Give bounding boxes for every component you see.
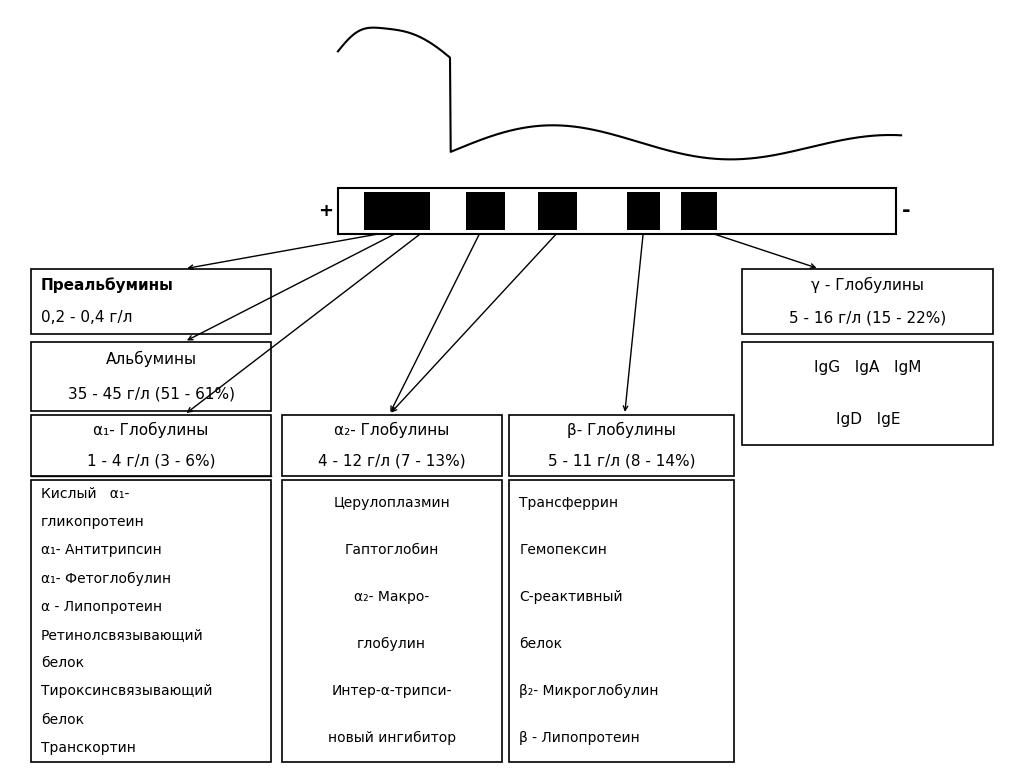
Text: α₁- Глобулины: α₁- Глобулины	[93, 422, 209, 439]
Bar	[466, 192, 505, 230]
Text: β₂- Микроглобулин: β₂- Микроглобулин	[519, 684, 658, 698]
Text: Интер-α-трипси-: Интер-α-трипси-	[332, 684, 452, 698]
Text: α₂- Макро-: α₂- Макро-	[354, 591, 429, 604]
Bar	[338, 188, 896, 234]
Bar	[31, 415, 271, 476]
Bar	[742, 269, 993, 334]
Text: IgD   IgE: IgD IgE	[836, 412, 900, 427]
Text: Кислый   α₁-: Кислый α₁-	[41, 487, 129, 501]
Text: белок: белок	[41, 713, 84, 727]
Text: С-реактивный: С-реактивный	[519, 591, 623, 604]
Bar	[31, 269, 271, 334]
Bar	[509, 480, 734, 762]
Text: Транскортин: Транскортин	[41, 741, 136, 755]
Bar	[31, 342, 271, 411]
Text: новый ингибитор: новый ингибитор	[328, 731, 456, 746]
Bar	[282, 415, 502, 476]
Text: Гемопексин: Гемопексин	[519, 544, 607, 558]
Bar	[364, 192, 430, 230]
Text: 0,2 - 0,4 г/л: 0,2 - 0,4 г/л	[41, 310, 132, 326]
Text: гликопротеин: гликопротеин	[41, 515, 144, 529]
Bar	[627, 192, 660, 230]
Bar	[509, 415, 734, 476]
Text: глобулин: глобулин	[357, 637, 426, 651]
Bar	[742, 342, 993, 445]
Bar	[538, 192, 577, 230]
Text: 4 - 12 г/л (7 - 13%): 4 - 12 г/л (7 - 13%)	[317, 453, 466, 468]
Text: IgG   IgA   IgM: IgG IgA IgM	[814, 360, 922, 376]
Text: α₂- Глобулины: α₂- Глобулины	[334, 422, 450, 439]
Text: 5 - 16 г/л (15 - 22%): 5 - 16 г/л (15 - 22%)	[790, 310, 946, 326]
Bar	[31, 480, 271, 762]
Text: Гаптоглобин: Гаптоглобин	[344, 544, 439, 558]
Text: белок: белок	[41, 656, 84, 670]
Text: α₁- Антитрипсин: α₁- Антитрипсин	[41, 544, 162, 558]
Text: белок: белок	[519, 637, 562, 651]
Text: Преальбумины: Преальбумины	[41, 277, 174, 293]
Bar	[282, 480, 502, 762]
Text: 5 - 11 г/л (8 - 14%): 5 - 11 г/л (8 - 14%)	[548, 453, 695, 468]
Text: β - Липопротеин: β - Липопротеин	[519, 731, 640, 746]
Bar	[681, 192, 717, 230]
Text: +: +	[318, 202, 333, 220]
Text: Ретинолсвязывающий: Ретинолсвязывающий	[41, 628, 204, 642]
Text: Церулоплазмин: Церулоплазмин	[333, 496, 451, 511]
Text: Трансферрин: Трансферрин	[519, 496, 618, 511]
Text: α₁- Фетоглобулин: α₁- Фетоглобулин	[41, 571, 171, 586]
Text: β- Глобулины: β- Глобулины	[567, 422, 676, 439]
Text: α - Липопротеин: α - Липопротеин	[41, 600, 162, 614]
Text: Альбумины: Альбумины	[105, 351, 197, 367]
Text: -: -	[902, 201, 910, 221]
Text: Тироксинсвязывающий: Тироксинсвязывающий	[41, 684, 212, 698]
Text: 1 - 4 г/л (3 - 6%): 1 - 4 г/л (3 - 6%)	[87, 453, 215, 468]
Text: 35 - 45 г/л (51 - 61%): 35 - 45 г/л (51 - 61%)	[68, 386, 234, 401]
Text: γ - Глобулины: γ - Глобулины	[811, 277, 925, 293]
